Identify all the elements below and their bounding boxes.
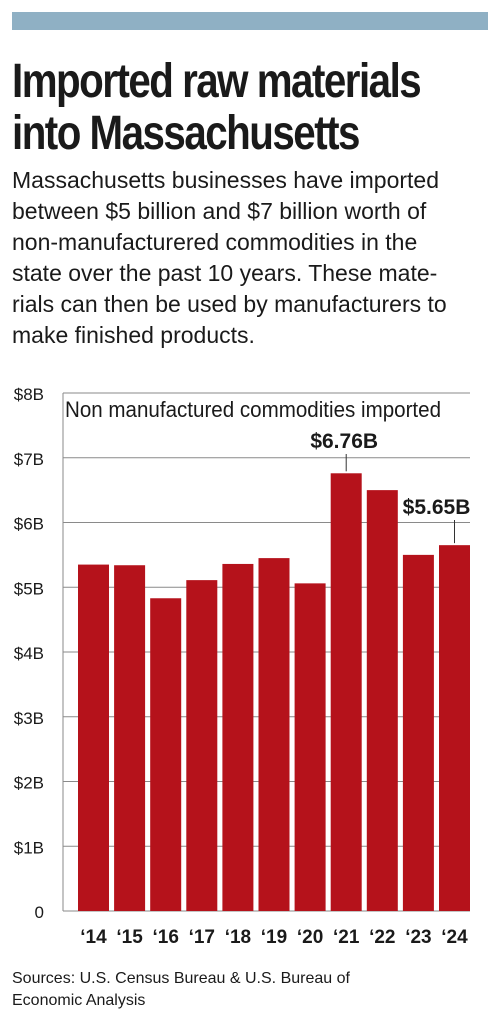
y-tick-label: 0 (35, 903, 44, 922)
y-tick-label: $1B (14, 838, 44, 857)
description-line-5: rials can then be used by manufacturers … (12, 291, 447, 317)
x-tick-label: ‘20 (297, 927, 323, 948)
bar (78, 564, 109, 911)
x-tick-label: ‘18 (225, 927, 251, 948)
x-tick-label: ‘22 (369, 927, 395, 948)
bar (294, 583, 326, 911)
chart-title: Non manufactured commodities imported (65, 397, 441, 422)
bar (366, 490, 398, 911)
y-tick-label: $8B (14, 385, 44, 404)
y-axis-labels: 0 $1B $2B $3B $4B $5B $6B $7B $8B (14, 385, 44, 922)
bars (78, 473, 470, 911)
bar (186, 580, 218, 911)
data-label: $6.76B (310, 430, 378, 453)
title-line-2: into Massachusetts (12, 107, 360, 160)
y-tick-label: $3B (14, 709, 44, 728)
y-tick-label: $2B (14, 774, 44, 793)
x-tick-label: ‘21 (333, 927, 360, 948)
bar (330, 473, 362, 911)
description-line-6: make finished products. (12, 322, 255, 348)
bar (258, 558, 290, 911)
page-title: Imported raw materials into Massachusett… (12, 55, 422, 160)
description-line-3: non-manufacturered commodities in the (12, 229, 418, 255)
description-line-1: Massachusetts businesses have imported (12, 167, 439, 193)
x-tick-label: ‘19 (261, 927, 287, 948)
x-tick-label: ‘17 (189, 927, 215, 948)
title-line-1: Imported raw materials (12, 55, 422, 108)
x-tick-label: ‘14 (80, 927, 107, 948)
y-tick-label: $7B (14, 450, 44, 469)
y-tick-label: $5B (14, 579, 44, 598)
annotations: $6.76B $5.65B (310, 430, 471, 544)
x-tick-label: ‘16 (152, 927, 178, 948)
source-note: Sources: U.S. Census Bureau & U.S. Burea… (12, 968, 492, 1012)
bar (114, 565, 146, 911)
description: Massachusetts businesses have imported b… (12, 165, 492, 351)
description-line-4: state over the past 10 years. These mate… (12, 260, 438, 286)
source-line-1: Sources: U.S. Census Bureau & U.S. Burea… (12, 970, 350, 987)
x-tick-label: ‘15 (116, 927, 143, 948)
bar (402, 554, 434, 911)
header-accent-bar (12, 12, 488, 30)
bar (439, 545, 470, 911)
source-line-2: Economic Analysis (12, 992, 146, 1009)
description-line-2: between $5 billion and $7 billion worth … (12, 198, 427, 224)
bar (222, 563, 254, 911)
data-label: $5.65B (403, 496, 471, 519)
y-tick-label: $4B (14, 644, 44, 663)
bar (150, 598, 182, 911)
y-tick-label: $6B (14, 515, 44, 534)
x-tick-label: ‘23 (405, 927, 431, 948)
x-tick-label: ‘24 (441, 927, 468, 948)
x-axis-labels: ‘14 ‘15 ‘16 ‘17 ‘18 ‘19 ‘20 ‘21 ‘22 ‘23 ‘24 (80, 927, 468, 948)
bar-chart: 0$1B$2B$3B$4B$5B$6B$7B$8B ‘14 ‘15 ‘16 ‘17 ‘1… (14, 385, 471, 948)
